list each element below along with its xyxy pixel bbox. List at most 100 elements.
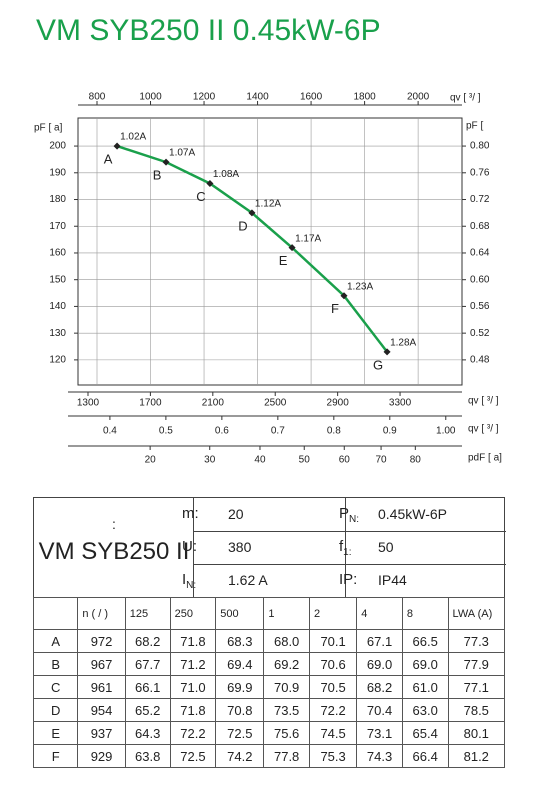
spec-label: IP: (339, 571, 358, 588)
table-cell: 65.2 (124, 698, 171, 722)
spec-label: f1: (339, 538, 352, 558)
data-point (162, 158, 170, 166)
table-cell: 73.5 (263, 698, 310, 722)
current-label: 1.02A (120, 132, 146, 143)
current-label: 1.07A (169, 148, 195, 159)
table-cell: 70.9 (263, 675, 310, 699)
table-cell: 78.5 (447, 698, 506, 722)
table-cell: 63.8 (124, 744, 171, 768)
sound-table: n ( / ) 125 250 500 1 2 4 8 LWA (A) A 972 68.2 71.8 6… (32, 597, 506, 768)
extra-axis-label: qv [ ³/ ] (468, 396, 499, 407)
y-tick-label: 140 (49, 301, 66, 312)
table-cell: 66.5 (401, 629, 449, 653)
table-cell: 77.9 (447, 652, 506, 676)
data-point (340, 292, 348, 300)
table-cell: 67.1 (356, 629, 403, 653)
extra-axis-tick-label: 0.9 (383, 426, 397, 437)
table-cell: 69.4 (215, 652, 265, 676)
x-tick-label: 1000 (139, 92, 162, 103)
table-cell: 937 (77, 721, 126, 745)
y2-tick-label: 0.60 (470, 274, 490, 285)
table-cell: 61.0 (401, 675, 449, 699)
x-tick-label: 1200 (193, 92, 216, 103)
header-cell: 500 (215, 597, 265, 630)
table-cell: 71.2 (169, 652, 217, 676)
spec-value: 0.45kW-6P (378, 506, 447, 522)
data-point (383, 348, 391, 356)
table-cell: 72.5 (169, 744, 217, 768)
y-tick-label: 190 (49, 167, 66, 178)
extra-axis-tick-label: 60 (339, 455, 351, 466)
data-row: F 929 63.8 72.5 74.2 77.8 75.3 74.3 66.4 81.2 (32, 744, 506, 768)
table-cell: A (32, 629, 79, 653)
data-row: E 937 64.3 72.2 72.5 75.6 74.5 73.1 65.4 80.1 (32, 721, 506, 745)
x-tick-label: 1400 (246, 92, 269, 103)
table-cell: 63.0 (401, 698, 449, 722)
table-cell: 67.7 (124, 652, 171, 676)
table-cell: 68.2 (124, 629, 171, 653)
table-cell: 967 (77, 652, 126, 676)
data-point (248, 209, 256, 217)
table-cell: 80.1 (447, 721, 506, 745)
data-row: C 961 66.1 71.0 69.9 70.9 70.5 68.2 61.0 77.1 (32, 675, 506, 699)
table-cell: 74.2 (215, 744, 265, 768)
y2-tick-label: 0.68 (470, 221, 490, 232)
extra-axis-tick-label: 50 (299, 455, 311, 466)
divider (193, 498, 194, 598)
table-cell: C (32, 675, 79, 699)
data-point (113, 142, 121, 150)
header-cell: 4 (356, 597, 403, 630)
point-label: A (104, 152, 113, 167)
y-axis-label: pF [ a] (34, 123, 63, 134)
data-row: B 967 67.7 71.2 69.4 69.2 70.6 69.0 69.0 77.9 (32, 652, 506, 676)
table-cell: 70.1 (308, 629, 358, 653)
spec-label: IN: (182, 571, 197, 591)
table-cell: 66.4 (401, 744, 449, 768)
x-tick-label: 1800 (353, 92, 376, 103)
table-cell: 972 (77, 629, 126, 653)
extra-axis-tick-label: 0.7 (271, 426, 285, 437)
extra-axis-tick-label: 70 (376, 455, 388, 466)
table-cell: 72.5 (215, 721, 265, 745)
model: VM SYB250 II (38, 538, 190, 565)
spec-label-sub: N: (186, 580, 197, 591)
spec-value: IP44 (378, 572, 407, 588)
spec-label: m: (182, 505, 199, 522)
table-cell: 71.0 (169, 675, 217, 699)
y2-tick-label: 0.76 (470, 167, 490, 178)
y2-tick-label: 0.64 (470, 248, 490, 259)
point-label: B (153, 168, 162, 183)
point-label: E (279, 253, 288, 268)
point-label: F (331, 301, 339, 316)
header-cell: n ( / ) (77, 597, 126, 630)
header-cell: 125 (124, 597, 171, 630)
table-cell: 69.2 (263, 652, 310, 676)
table-cell: 65.4 (401, 721, 449, 745)
spec-label: PN: (339, 505, 360, 525)
current-label: 1.08A (213, 169, 239, 180)
table-cell: 77.3 (447, 629, 506, 653)
table-cell: 72.2 (169, 721, 217, 745)
table-cell: D (32, 698, 79, 722)
y-tick-label: 160 (49, 248, 66, 259)
table-cell: 69.0 (401, 652, 449, 676)
extra-axis-tick-label: 2500 (264, 398, 287, 409)
table-cell: E (32, 721, 79, 745)
spec-box: : VM SYB250 II m: 20 U: 380 IN: 1.62 A PN: 0.45… (33, 497, 506, 598)
table-cell: 75.6 (263, 721, 310, 745)
table-cell: B (32, 652, 79, 676)
extra-axis-tick-label: 3300 (389, 398, 412, 409)
table-cell: 70.6 (308, 652, 358, 676)
data-point (206, 179, 214, 188)
y2-tick-label: 0.72 (470, 194, 490, 205)
y-tick-label: 200 (49, 141, 66, 152)
x-tick-label: 2000 (407, 92, 430, 103)
table-cell: 69.9 (215, 675, 265, 699)
table-cell: 73.1 (356, 721, 403, 745)
table-cell: 64.3 (124, 721, 171, 745)
table-cell: 72.2 (308, 698, 358, 722)
table-cell: 68.0 (263, 629, 310, 653)
table-cell: 70.5 (308, 675, 358, 699)
header-cell: 1 (263, 597, 310, 630)
